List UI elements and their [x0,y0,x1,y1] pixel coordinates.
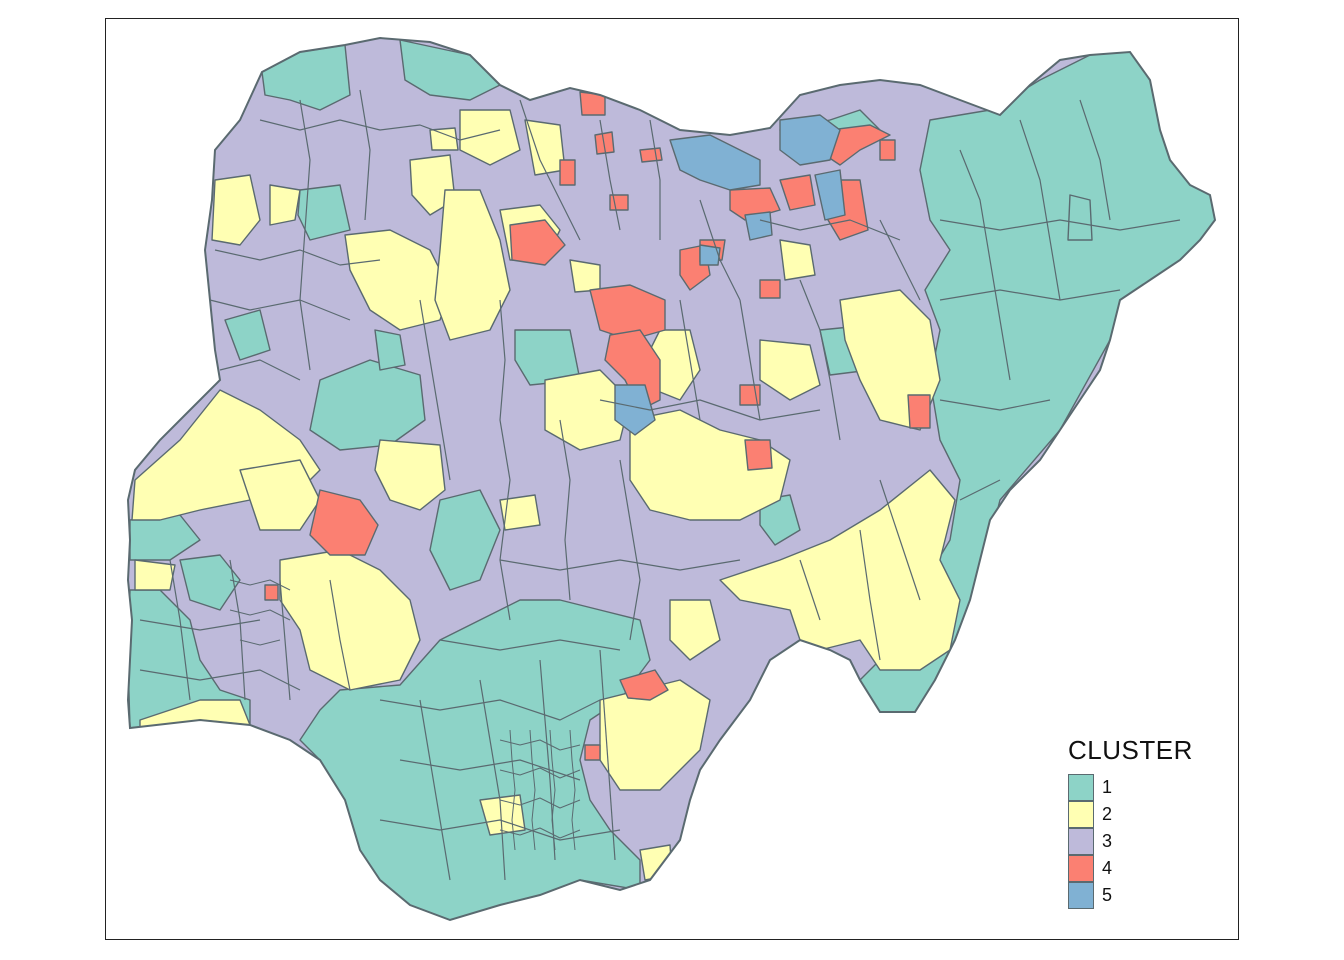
legend-label-1: 1 [1102,777,1113,797]
legend-label-2: 2 [1102,804,1113,824]
legend-label-5: 5 [1102,885,1113,905]
legend-label-4: 4 [1102,858,1113,878]
legend-item-4: 4 [1068,855,1228,882]
legend-title: CLUSTER [1068,735,1193,765]
dense-south-boundaries [229,579,581,851]
legend-swatch-2 [1068,801,1094,828]
legend-label-3: 3 [1102,831,1113,851]
cluster-2-regions [131,109,961,881]
map-panel-frame [105,18,1239,940]
legend-swatch-3 [1068,828,1094,855]
cluster-5-regions [614,114,846,436]
legend-swatch-5 [1068,882,1094,909]
legend-swatch-1 [1068,774,1094,801]
legend-swatch-4 [1068,855,1094,882]
legend-item-3: 3 [1068,828,1228,855]
map-legend: CLUSTER 1 2 3 4 5 [1068,735,1228,909]
legend-item-5: 5 [1068,882,1228,909]
legend-item-2: 2 [1068,801,1228,828]
legend-item-1: 1 [1068,774,1228,801]
